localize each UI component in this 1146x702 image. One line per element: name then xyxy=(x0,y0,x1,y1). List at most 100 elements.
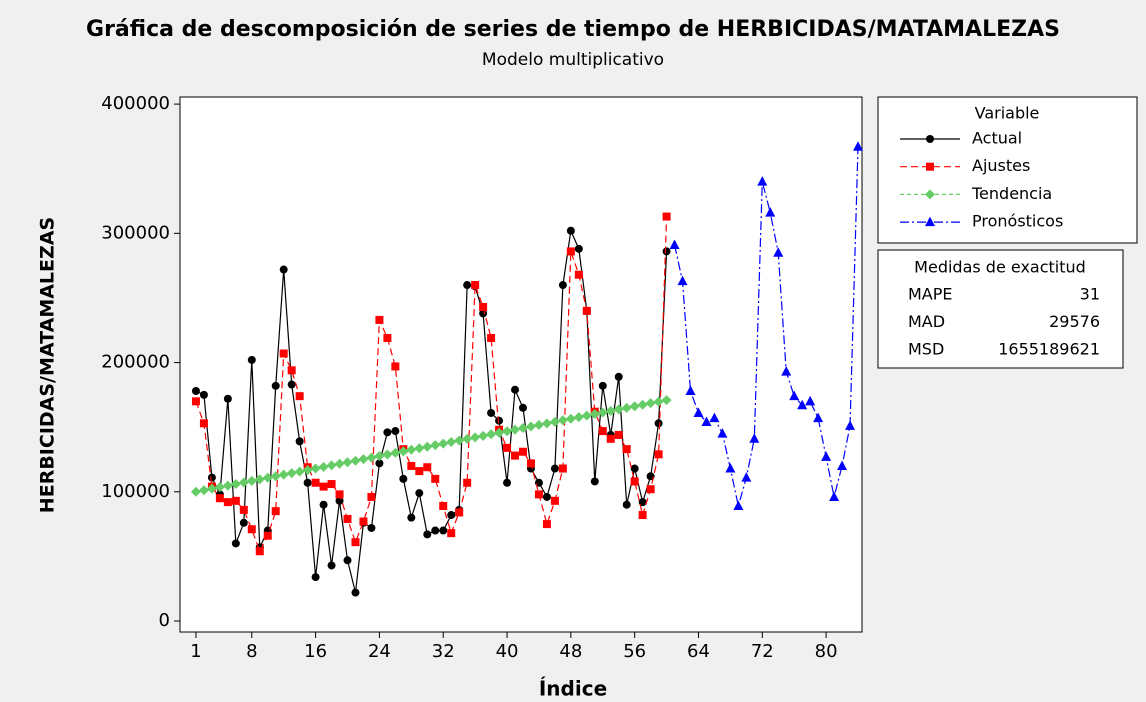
data-point xyxy=(415,467,424,476)
data-point xyxy=(438,438,449,449)
data-point xyxy=(375,459,384,468)
data-point xyxy=(495,416,504,425)
data-point xyxy=(661,395,672,406)
x-tick-label: 16 xyxy=(304,641,327,662)
data-point xyxy=(462,433,473,444)
data-point xyxy=(343,556,352,565)
data-point xyxy=(630,477,639,486)
data-point xyxy=(621,402,632,413)
data-point xyxy=(622,445,631,454)
data-point xyxy=(350,455,361,466)
data-point xyxy=(749,433,760,443)
data-point xyxy=(334,458,345,469)
data-point xyxy=(414,443,425,454)
data-point xyxy=(645,398,656,409)
data-point xyxy=(366,452,377,463)
data-point xyxy=(487,408,496,417)
data-point xyxy=(486,429,497,440)
accuracy-value: 29576 xyxy=(1049,312,1100,331)
data-point xyxy=(262,472,273,483)
data-point xyxy=(566,247,575,256)
data-point xyxy=(231,539,240,548)
data-point xyxy=(654,450,663,459)
data-point xyxy=(391,427,400,436)
legend-marker xyxy=(925,189,935,200)
data-point xyxy=(550,464,559,473)
x-tick-label: 1 xyxy=(190,641,201,662)
data-point xyxy=(479,302,488,311)
accuracy-title: Medidas de exactitud xyxy=(914,258,1086,277)
data-point xyxy=(789,390,800,401)
data-point xyxy=(494,427,505,438)
plot-area xyxy=(179,96,863,633)
accuracy-name: MAPE xyxy=(908,285,953,304)
data-point xyxy=(565,413,576,424)
data-point xyxy=(311,573,320,582)
data-point xyxy=(238,477,249,488)
data-point xyxy=(311,478,320,487)
data-point xyxy=(479,309,488,318)
data-point xyxy=(542,520,551,529)
data-point xyxy=(582,306,591,315)
y-tick-label: 200000 xyxy=(101,352,170,373)
data-point xyxy=(239,505,248,514)
data-point xyxy=(407,461,416,470)
data-point xyxy=(518,447,527,456)
data-point xyxy=(821,451,832,461)
data-point xyxy=(638,511,647,520)
data-point xyxy=(470,432,481,443)
data-point xyxy=(845,420,856,430)
data-point xyxy=(255,547,264,556)
data-point xyxy=(614,372,623,381)
legend-label: Tendencia xyxy=(971,184,1052,203)
data-point xyxy=(422,441,433,452)
data-point xyxy=(423,463,432,472)
data-point xyxy=(630,464,639,473)
data-point xyxy=(574,270,583,279)
y-tick-label: 300000 xyxy=(101,222,170,243)
data-point xyxy=(359,517,368,526)
data-point xyxy=(574,244,583,253)
data-point xyxy=(693,407,704,417)
data-point xyxy=(246,475,257,486)
data-point xyxy=(335,490,344,499)
data-point xyxy=(319,500,328,509)
data-point xyxy=(463,281,472,290)
data-point xyxy=(271,507,280,516)
data-point xyxy=(254,474,265,485)
data-point xyxy=(247,355,256,364)
data-point xyxy=(478,430,489,441)
data-point xyxy=(199,390,208,399)
data-point xyxy=(191,386,200,395)
data-point xyxy=(503,478,512,487)
data-point xyxy=(223,394,232,403)
data-point xyxy=(797,399,808,410)
data-point xyxy=(319,482,328,491)
legend-label: Ajustes xyxy=(972,156,1030,175)
data-point xyxy=(454,435,465,446)
data-point xyxy=(199,419,208,428)
data-point xyxy=(247,525,256,534)
data-point xyxy=(573,412,584,423)
data-point xyxy=(206,483,217,494)
data-point xyxy=(375,315,384,324)
data-point xyxy=(526,459,535,468)
data-point xyxy=(431,474,440,483)
data-point xyxy=(398,446,409,457)
data-point xyxy=(318,461,329,472)
data-point xyxy=(383,334,392,343)
data-point xyxy=(279,265,288,274)
y-tick-label: 400000 xyxy=(101,93,170,114)
data-point xyxy=(390,447,401,458)
data-point xyxy=(805,395,816,406)
data-point xyxy=(829,491,840,501)
legend-marker xyxy=(926,135,934,143)
y-tick-label: 0 xyxy=(159,610,170,631)
data-point xyxy=(837,460,848,470)
data-point xyxy=(653,396,664,407)
data-point xyxy=(447,529,456,538)
chart-title: Gráfica de descomposición de series de t… xyxy=(86,17,1060,42)
x-tick-label: 32 xyxy=(432,641,455,662)
